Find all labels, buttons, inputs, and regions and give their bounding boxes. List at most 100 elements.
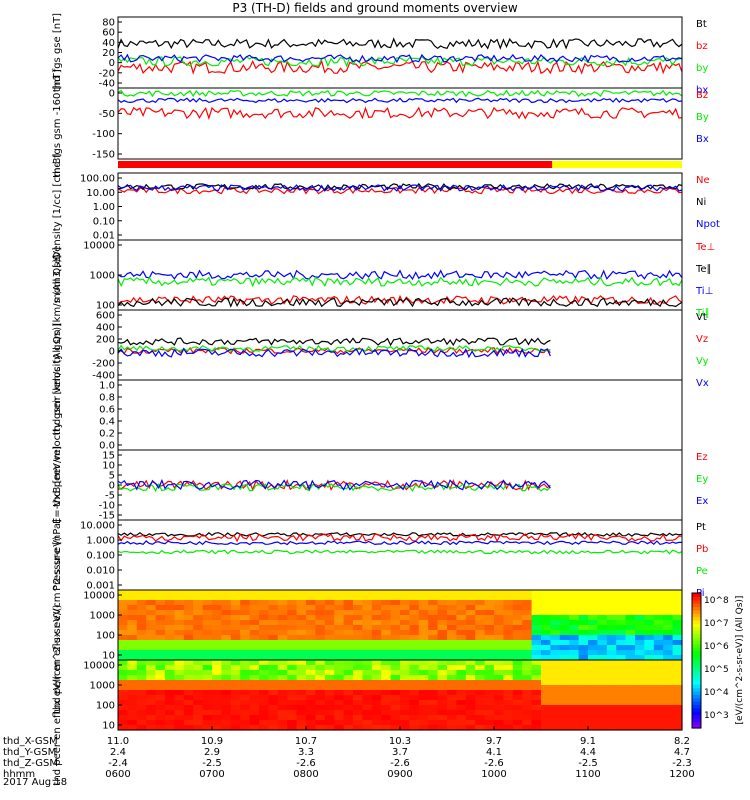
spectrogram-cell [503,725,514,731]
spectrogram-cell [146,690,157,696]
spectrogram-cell [625,655,636,661]
spectrogram-cell [230,600,241,606]
footer-value: -2.6 [390,758,410,769]
spectrogram-cell [183,710,194,716]
spectrogram-cell [127,715,138,721]
spectrogram-cell [306,725,316,731]
spectrogram-cell [221,725,232,731]
spectrogram-cell [559,695,570,701]
spectrogram-cell [202,615,213,621]
spectrogram-cell [503,705,514,711]
spectrogram-cell [259,670,269,676]
spectrogram-cell [447,630,457,636]
spectrogram-cell [447,665,457,671]
spectrogram-cell [118,655,128,661]
spectrogram-cell [268,665,279,671]
legend-entry: By [696,112,709,123]
spectrogram-cell [644,650,655,656]
spectrogram-cell [371,605,382,611]
spectrogram-cell [644,610,655,616]
spectrogram-cell [259,650,269,656]
spectrogram-cell [484,635,495,641]
spectrogram-cell [174,705,185,711]
spectrogram-cell [503,605,514,611]
spectrogram-cell [550,610,561,616]
spectrogram-cell [371,725,382,731]
spectrogram-cell [230,590,241,596]
spectrogram-cell [588,685,598,691]
spectrogram-cell [287,720,298,726]
spectrogram-cell [315,670,326,676]
spectrogram-cell [616,665,627,671]
spectrogram-cell [475,700,486,706]
spectrogram-cell [559,590,570,596]
spectrogram-cell [428,610,439,616]
spectrogram-cell [418,635,429,641]
spectrogram-cell [324,665,335,671]
spectrogram-cell [484,725,495,731]
spectrogram-cell [550,630,561,636]
spectrogram-cell [456,630,467,636]
spectrogram-cell [531,695,542,701]
spectrogram-cell [569,595,580,601]
spectrogram-cell [165,650,175,656]
spectrogram-cell [193,615,204,621]
spectrogram-cell [212,595,222,601]
spectrogram-cell [249,705,260,711]
spectrogram-cell [541,710,551,716]
y-tick-label: 1000 [90,271,115,282]
spectrogram-cell [494,625,504,631]
spectrogram-cell [212,620,222,626]
spectrogram-cell [390,715,401,721]
spectrogram-cell [165,720,175,726]
spectrogram-cell [635,655,645,661]
spectrogram-cell [409,705,420,711]
spectrogram-cell [512,640,523,646]
spectrogram-cell [569,660,580,666]
spectrogram-cell [127,630,138,636]
spectrogram-cell [512,660,523,666]
spectrogram-cell [362,605,373,611]
spectrogram-cell [353,680,363,686]
spectrogram-cell [249,650,260,656]
footer-value: 0800 [293,769,318,780]
spectrogram-cell [625,625,636,631]
footer-value: 1000 [481,769,506,780]
spectrogram-cell [259,695,269,701]
spectrogram-cell [465,720,476,726]
spectrogram-cell [277,665,288,671]
legend-entry: Pe [696,566,708,577]
spectrogram-cell [465,695,476,701]
spectrogram-cell [597,675,608,681]
spectrogram-cell [306,640,316,646]
spectrogram-cell [259,615,269,621]
spectrogram-cell [287,605,298,611]
spectrogram-cell [390,690,401,696]
spectrogram-cell [644,720,655,726]
spectrogram-cell [512,595,523,601]
spectrogram-cell [324,640,335,646]
spectrogram-cell [475,625,486,631]
spectrogram-cell [616,705,627,711]
spectrogram-cell [136,600,147,606]
spectrogram-cell [249,720,260,726]
spectrogram-cell [240,650,251,656]
spectrogram-cell [635,715,645,721]
spectrogram-cell [644,685,655,691]
spectrogram-cell [118,595,128,601]
spectrogram-cell [428,700,439,706]
y-tick-label: 15 [102,451,115,462]
footer-value: -2.6 [296,758,316,769]
spectrogram-cell [588,705,598,711]
spectrogram-cell [353,600,363,606]
colorbar-cell [692,613,701,618]
footer-row-label: thd_X-GSM [3,736,58,747]
spectrogram-cell [221,650,232,656]
spectrogram-cell [418,685,429,691]
spectrogram-cell [230,625,241,631]
colorbar-cell [692,677,701,682]
spectrogram-cell [512,700,523,706]
spectrogram-cell [635,600,645,606]
spectrogram-cell [437,610,448,616]
spectrogram-cell [531,705,542,711]
